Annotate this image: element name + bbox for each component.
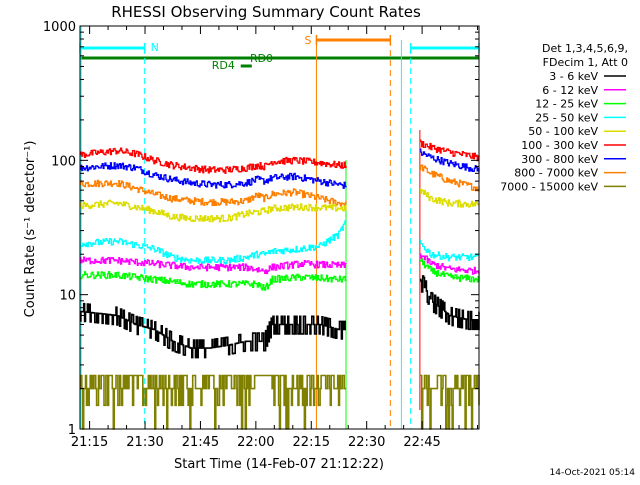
legend-label: 6 - 12 keV [542, 84, 598, 97]
night-label: N [151, 41, 159, 54]
footer-timestamp: 14-Oct-2021 05:14 [550, 468, 636, 478]
x-axis-label: Start Time (14-Feb-07 21:12:22) [174, 457, 384, 472]
series-line-1 [80, 253, 480, 275]
x-tick-label: 21:30 [126, 435, 163, 450]
legend-label: 300 - 800 keV [521, 153, 598, 166]
y-tick-label: 1000 [43, 20, 76, 35]
y-axis-label: Count Rate (s⁻¹ detector⁻¹) [23, 141, 38, 318]
legend-label: 7000 - 15000 keV [500, 180, 598, 193]
y-tick-label: 100 [51, 154, 76, 169]
chart-title: RHESSI Observing Summary Count Rates [111, 3, 421, 21]
legend-label: 100 - 300 keV [521, 139, 598, 152]
x-tick-label: 22:15 [293, 435, 330, 450]
series-line-8 [80, 374, 480, 430]
series-line-7 [80, 164, 480, 207]
y-tick-label: 1 [68, 423, 76, 438]
legend-header-line: FDecim 1, Att 0 [543, 56, 628, 69]
chart-plot-layer: N S RD0 RD4 1 10 100 1000 21:15 21:30 21:45 22:00 22… [43, 20, 626, 450]
y-tick-label: 10 [59, 289, 76, 304]
legend-label: 800 - 7000 keV [514, 167, 598, 180]
series-line-0 [80, 275, 480, 359]
series-line-3 [80, 219, 480, 265]
legend-label: 12 - 25 keV [535, 98, 598, 111]
rd4-label: RD4 [212, 59, 235, 72]
plot-frame [79, 25, 480, 430]
x-tick-label: 22:45 [403, 435, 440, 450]
series-line-4 [80, 188, 479, 223]
legend-label: 3 - 6 keV [549, 70, 598, 83]
legend-label: 50 - 100 keV [528, 125, 598, 138]
legend-label: 25 - 50 keV [535, 111, 598, 124]
series-line-2 [80, 258, 480, 291]
legend-header-line: Det 1,3,4,5,6,9, [542, 42, 628, 55]
saa-label: S [304, 34, 311, 47]
x-tick-label: 22:30 [348, 435, 385, 450]
x-tick-label: 21:45 [182, 435, 219, 450]
x-tick-label: 21:15 [71, 435, 108, 450]
series-line-5 [80, 139, 480, 174]
rd0-label: RD0 [250, 52, 273, 65]
x-tick-label: 22:00 [237, 435, 274, 450]
series-line-6 [80, 148, 480, 189]
